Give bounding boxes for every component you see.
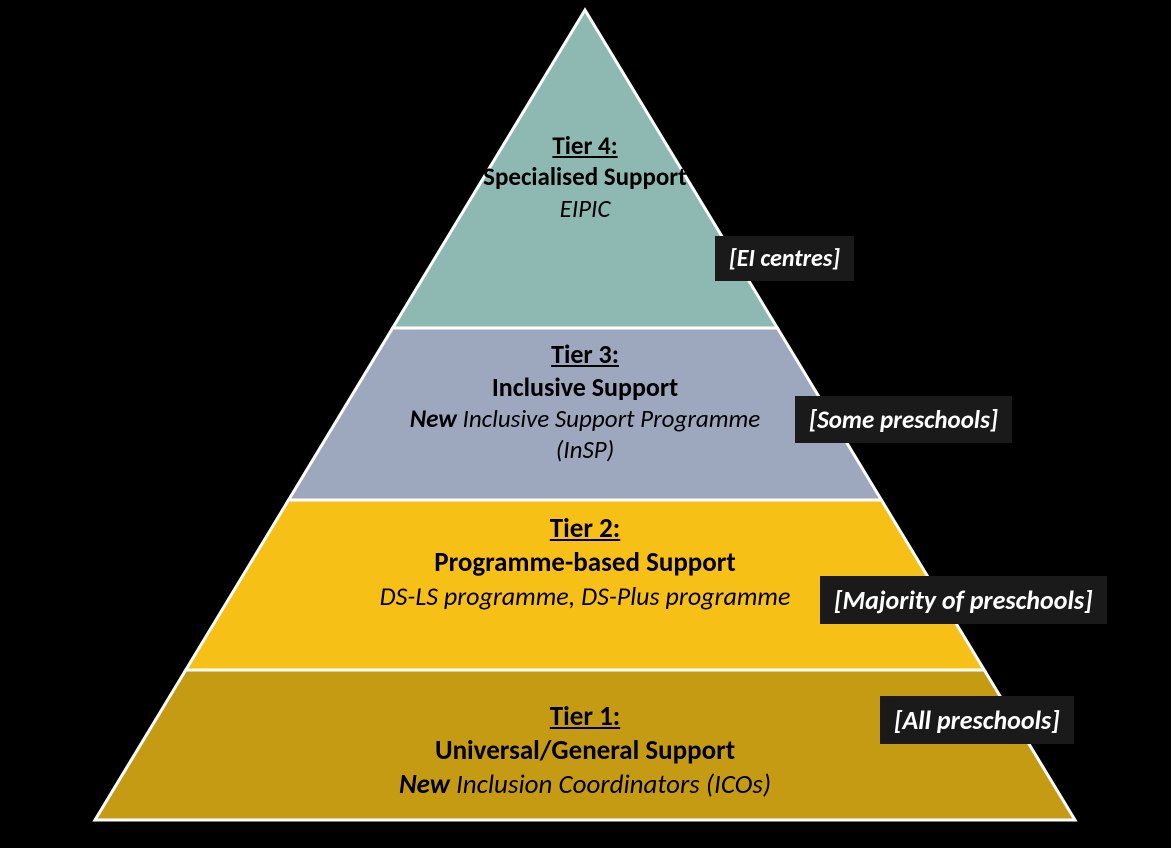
callout-tier4: [EI centres]	[715, 236, 854, 281]
tier-title: Tier 4:	[455, 130, 715, 161]
tier-subtext-prefix: New	[410, 403, 457, 434]
tier-subtext-rest: Inclusive Support Programme (InSP)	[457, 403, 760, 465]
tier-subtext-prefix: New	[399, 768, 450, 801]
callout-tier3: [Some preschools]	[795, 396, 1012, 443]
tier-subtext: New Inclusive Support Programme (InSP)	[405, 403, 765, 466]
tier-subtext: EIPIC	[455, 193, 715, 224]
tier-heading: Universal/General Support	[285, 734, 885, 768]
tier-heading: Programme-based Support	[355, 546, 815, 580]
tier-text-tier1: Tier 1:Universal/General SupportNew Incl…	[285, 700, 885, 801]
tier-heading: Inclusive Support	[405, 371, 765, 404]
tier-text-tier3: Tier 3:Inclusive SupportNew Inclusive Su…	[405, 338, 765, 466]
tier-heading: Specialised Support	[455, 161, 715, 192]
tier-text-tier2: Tier 2:Programme-based SupportDS-LS prog…	[355, 512, 815, 612]
tier-subtext: New Inclusion Coordinators (ICOs)	[285, 768, 885, 802]
tier-subtext-rest: EIPIC	[560, 193, 611, 224]
tier-title: Tier 2:	[355, 512, 815, 546]
tier-subtext: DS-LS programme, DS-Plus programme	[355, 580, 815, 613]
pyramid-diagram: Tier 4:Specialised SupportEIPIC[EI centr…	[0, 0, 1171, 848]
tier-subtext-rest: Inclusion Coordinators (ICOs)	[450, 768, 771, 801]
tier-subtext-rest: DS-LS programme, DS-Plus programme	[380, 580, 791, 612]
callout-tier2: [Majority of preschools]	[820, 576, 1107, 624]
tier-text-tier4: Tier 4:Specialised SupportEIPIC	[455, 130, 715, 224]
tier-title: Tier 1:	[285, 700, 885, 734]
tier-title: Tier 3:	[405, 338, 765, 371]
callout-tier1: [All preschools]	[880, 696, 1074, 744]
